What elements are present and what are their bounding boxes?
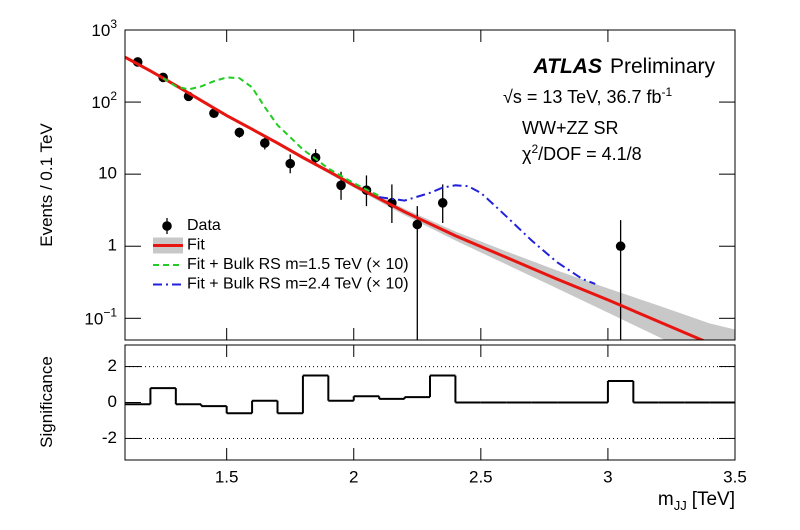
legend-marker	[162, 221, 172, 231]
x-tick-label: 2	[349, 467, 358, 486]
region-label: WW+ZZ SR	[522, 118, 619, 138]
y-tick-base: 10	[91, 21, 110, 40]
y-tick-exponent: 2	[110, 89, 117, 103]
top-frame	[124, 29, 736, 341]
y-tick-label: 0	[108, 392, 117, 411]
x-tick-label: 3.5	[723, 467, 747, 486]
signal-line	[379, 184, 596, 285]
y-tick-base: 10	[91, 93, 110, 112]
signal-line	[162, 76, 380, 197]
x-tick-label: 2.5	[469, 467, 493, 486]
chi-text: /DOF = 4.1/8	[538, 144, 642, 164]
y-axis-title: Events / 0.1 TeV	[37, 123, 56, 247]
x-tick-label: 1.5	[215, 467, 239, 486]
y-tick-exponent: −1	[103, 305, 117, 319]
y-tick-label: 102	[91, 89, 117, 112]
data-point	[336, 180, 346, 191]
chi-sup: 2	[531, 142, 538, 156]
legend-label: Fit + Bulk RS m=1.5 TeV (× 10)	[187, 256, 409, 273]
y-axis-title: Significance	[37, 356, 56, 448]
experiment-label: ATLAS Preliminary	[533, 55, 716, 78]
x-axis-title-sub: JJ	[674, 498, 687, 513]
energy-label: √s = 13 TeV, 36.7 fb-1	[503, 85, 673, 107]
x-axis-title-main: m	[658, 489, 674, 510]
y-tick-label: -2	[102, 428, 117, 447]
x-axis-title-unit: [TeV]	[692, 489, 735, 510]
chi-symbol: χ	[522, 144, 532, 164]
data-point	[437, 198, 448, 208]
y-tick-label: 2	[108, 356, 117, 375]
data-point	[259, 138, 270, 148]
data-point	[285, 158, 296, 169]
y-tick-label: 1	[108, 236, 117, 255]
legend-label: Fit	[187, 237, 205, 254]
fit-line	[125, 55, 706, 340]
legend-label: Fit + Bulk RS m=2.4 TeV (× 10)	[187, 276, 409, 293]
energy-sup: -1	[662, 85, 673, 99]
experiment: ATLAS	[533, 55, 602, 78]
fit-band	[125, 55, 735, 340]
legend-label: Data	[187, 217, 221, 234]
status: Preliminary	[610, 55, 716, 78]
energy: √s = 13 TeV, 36.7 fb	[503, 87, 662, 107]
y-tick-base: 10	[84, 309, 103, 328]
y-tick-exponent: 3	[110, 17, 117, 31]
chi2-label: χ2/DOF = 4.1/8	[522, 142, 642, 164]
y-tick-label: 103	[91, 17, 117, 40]
data-point	[234, 127, 245, 138]
plot-area	[125, 55, 735, 340]
x-axis-title: mJJ [TeV]	[658, 489, 735, 513]
x-tick-label: 3	[603, 467, 612, 486]
data-point	[615, 241, 626, 252]
y-tick-label: 10−1	[84, 305, 117, 328]
data-point	[412, 219, 423, 230]
y-tick-label: 10	[98, 164, 117, 183]
